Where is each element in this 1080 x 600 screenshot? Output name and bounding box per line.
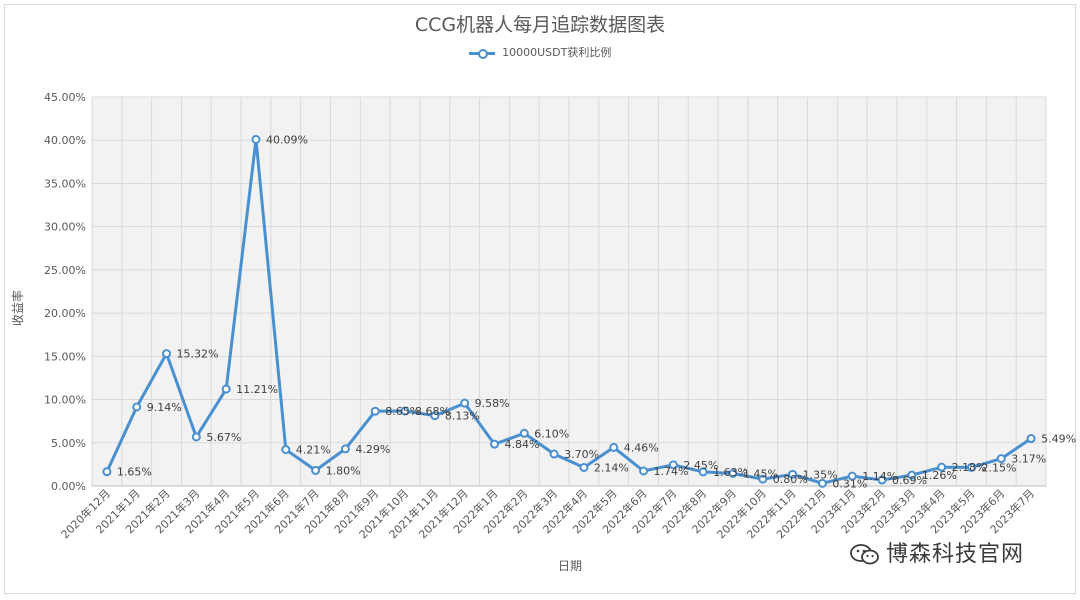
data-label: 8.65% xyxy=(385,405,420,418)
data-point xyxy=(221,384,231,394)
data-label: 9.14% xyxy=(147,401,182,414)
data-label: 1.45% xyxy=(743,467,778,480)
data-labels: 1.65% 9.14% 15.32% 5.67% 11.21% 40.09% 4.21% 1.… xyxy=(117,133,1076,490)
data-point xyxy=(877,475,887,485)
legend-label: 10000USDT获利比例 xyxy=(502,46,612,59)
data-point xyxy=(519,428,529,438)
y-tick-label: 45.00% xyxy=(44,91,86,104)
y-axis-ticks: 0.00% 5.00% 10.00% 15.00% 20.00% 25.00% 30.00%… xyxy=(44,91,86,493)
data-label: 15.32% xyxy=(177,348,219,361)
data-point xyxy=(430,411,440,421)
data-point xyxy=(460,398,470,408)
data-label: 2.14% xyxy=(594,462,629,475)
data-point xyxy=(340,444,350,454)
data-label: 8.13% xyxy=(445,410,480,423)
y-tick-label: 20.00% xyxy=(44,307,86,320)
data-label: 4.84% xyxy=(504,438,539,451)
data-point xyxy=(1026,434,1036,444)
data-point xyxy=(549,449,559,459)
y-tick-label: 0.00% xyxy=(51,480,86,493)
data-label: 0.31% xyxy=(832,477,867,490)
data-label: 8.68% xyxy=(415,405,450,418)
watermark: 博森科技官网 xyxy=(850,536,1024,568)
data-point xyxy=(698,467,708,477)
data-point xyxy=(937,462,947,472)
grid-lines xyxy=(91,96,1047,487)
y-tick-label: 25.00% xyxy=(44,264,86,277)
chart-legend: 10000USDT获利比例 xyxy=(0,44,1080,60)
watermark-text: 博森科技官网 xyxy=(886,542,1025,567)
data-label: 3.17% xyxy=(1011,453,1046,466)
data-point xyxy=(907,470,917,480)
y-tick-label: 5.00% xyxy=(51,437,86,450)
data-point xyxy=(996,454,1006,464)
data-label: 5.49% xyxy=(1041,433,1076,446)
data-label: 1.74% xyxy=(654,465,689,478)
data-point xyxy=(579,463,589,473)
data-point xyxy=(132,402,142,412)
data-point xyxy=(400,406,410,416)
data-point xyxy=(370,406,380,416)
data-point xyxy=(966,462,976,472)
data-point xyxy=(639,466,649,476)
data-label: 1.35% xyxy=(803,468,838,481)
data-label: 4.46% xyxy=(624,441,659,454)
y-tick-label: 30.00% xyxy=(44,221,86,234)
data-point xyxy=(847,471,857,481)
wechat-icon xyxy=(850,543,880,567)
data-point xyxy=(758,474,768,484)
chart-title: CCG机器人每月追踪数据图表 xyxy=(414,14,666,36)
data-label: 4.29% xyxy=(355,443,390,456)
data-point xyxy=(311,465,321,475)
data-label: 0.69% xyxy=(892,474,927,487)
series-line xyxy=(105,137,1032,485)
data-label: 9.58% xyxy=(475,397,510,410)
data-point xyxy=(162,349,172,359)
data-label: 5.67% xyxy=(206,431,241,444)
y-axis-title: 收益率 xyxy=(10,290,25,326)
data-label: 2.45% xyxy=(683,459,718,472)
data-label: 1.14% xyxy=(862,470,897,483)
x-axis-ticks: 2020年12月2021年1月2021年2月2021年3月2021年4月2021… xyxy=(58,486,1037,541)
data-label: 1.26% xyxy=(922,469,957,482)
chart-frame xyxy=(4,4,1076,594)
data-label: 2.18% xyxy=(952,461,987,474)
data-label: 3.70% xyxy=(564,448,599,461)
data-point xyxy=(251,134,261,144)
data-label: 11.21% xyxy=(236,383,278,396)
data-label: 0.80% xyxy=(773,473,808,486)
data-point xyxy=(728,468,738,478)
y-tick-label: 15.00% xyxy=(44,350,86,363)
data-point xyxy=(489,439,499,449)
data-label: 1.63% xyxy=(713,466,748,479)
data-point xyxy=(281,445,291,455)
data-point xyxy=(668,460,678,470)
x-axis-title: 日期 xyxy=(558,559,582,573)
data-label: 40.09% xyxy=(266,133,308,146)
data-point xyxy=(788,469,798,479)
data-label: 4.21% xyxy=(296,444,331,457)
y-tick-label: 40.00% xyxy=(44,134,86,147)
data-label: 2.15% xyxy=(981,461,1016,474)
legend-swatch xyxy=(468,48,495,59)
data-point xyxy=(102,467,112,477)
data-label: 6.10% xyxy=(534,427,569,440)
data-point xyxy=(191,432,201,442)
data-point xyxy=(609,442,619,452)
data-point xyxy=(817,478,827,488)
y-tick-label: 35.00% xyxy=(44,177,86,190)
y-tick-label: 10.00% xyxy=(44,394,86,407)
series-group xyxy=(102,134,1036,488)
data-label: 1.65% xyxy=(117,466,152,479)
data-label: 1.80% xyxy=(326,464,361,477)
